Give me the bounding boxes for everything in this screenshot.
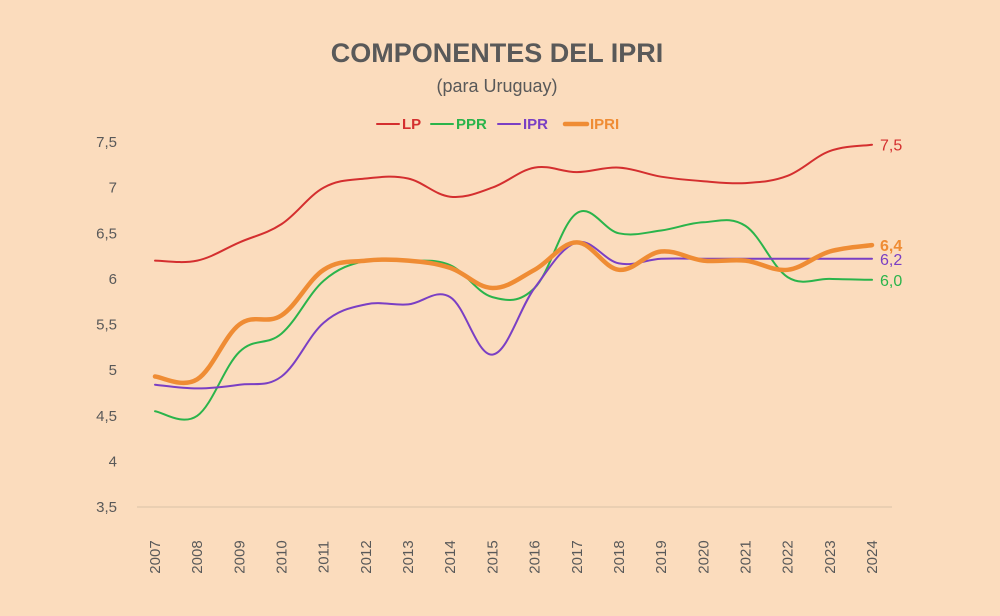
x-tick-label: 2013	[400, 540, 417, 573]
legend-label-ipr: IPR	[523, 116, 548, 133]
y-tick-label: 6,5	[96, 225, 117, 242]
end-label-ipri: 6,4	[880, 238, 902, 255]
series-line-ppr	[154, 210, 873, 421]
end-label-ppr: 6,0	[880, 273, 902, 290]
x-axis: 2007 2008 2009 2010 2011 2012 2013 2014 2015 2016…	[137, 506, 892, 574]
x-tick-label: 2019	[653, 540, 670, 573]
series-layer	[152, 143, 875, 421]
legend-label-ipri: IPRI	[590, 116, 619, 133]
chart-subtitle: (para Uruguay)	[436, 76, 557, 96]
x-tick-label: 2010	[274, 540, 291, 573]
x-tick-label: 2020	[695, 540, 712, 573]
x-tick-label: 2008	[189, 540, 206, 573]
end-label-ipr: 6,2	[880, 252, 902, 269]
x-tick-label: 2014	[442, 540, 459, 573]
x-tick-label: 2012	[358, 540, 375, 573]
y-tick-label: 7,5	[96, 134, 117, 151]
x-tick-label: 2016	[527, 540, 544, 573]
x-tick-label: 2015	[484, 540, 501, 573]
y-axis: 3,5 4 4,5 5 5,5 6 6,5 7 7,5	[96, 134, 117, 516]
x-tick-label: 2011	[316, 541, 333, 573]
x-tick-label: 2024	[864, 540, 881, 573]
x-tick-label: 2023	[822, 540, 839, 573]
y-tick-label: 5	[109, 362, 117, 379]
end-label-lp: 7,5	[880, 138, 902, 155]
legend-label-lp: LP	[402, 116, 421, 133]
end-labels: 7,5 6,0 6,26,4	[880, 138, 902, 290]
legend: LP PPR IPR IPRI	[376, 116, 619, 133]
y-tick-label: 3,5	[96, 499, 117, 516]
series-line-lp	[154, 143, 873, 264]
series-line-ipri	[152, 240, 875, 386]
y-tick-label: 6	[109, 271, 117, 288]
chart-title: COMPONENTES DEL IPRI	[331, 38, 664, 68]
x-tick-label: 2022	[780, 540, 797, 573]
x-tick-label: 2018	[611, 540, 628, 573]
x-tick-label: 2017	[569, 540, 586, 573]
x-tick-label: 2007	[147, 540, 164, 573]
y-tick-label: 7	[109, 180, 117, 197]
y-tick-label: 4,5	[96, 408, 117, 425]
legend-label-ppr: PPR	[456, 116, 487, 133]
x-tick-label: 2009	[231, 540, 248, 573]
y-tick-label: 4	[109, 453, 117, 470]
y-tick-label: 5,5	[96, 317, 117, 334]
x-tick-label: 2021	[737, 540, 754, 573]
